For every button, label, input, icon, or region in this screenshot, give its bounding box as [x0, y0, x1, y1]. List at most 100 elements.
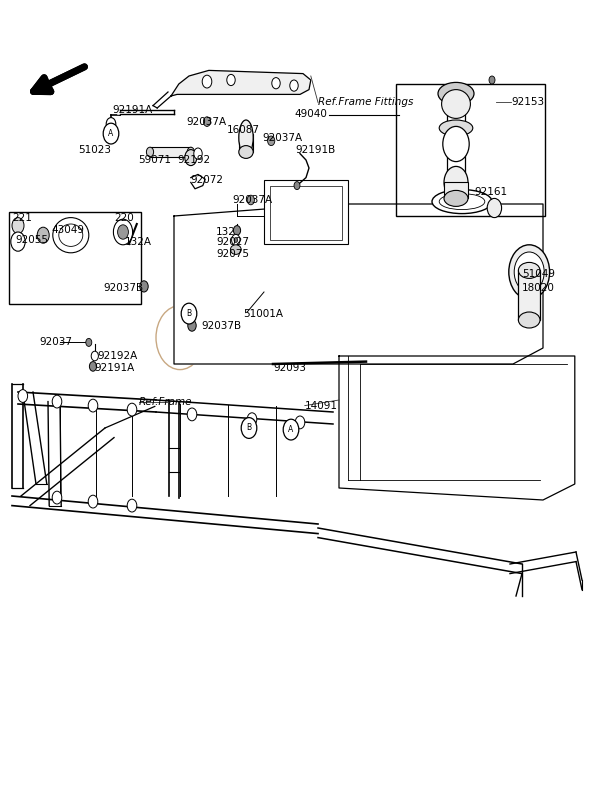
Circle shape [187, 408, 197, 421]
Circle shape [247, 195, 254, 205]
Circle shape [272, 78, 280, 89]
Bar [150, 147, 191, 157]
Text: 92191A: 92191A [113, 106, 153, 115]
Circle shape [194, 148, 202, 159]
Circle shape [203, 117, 211, 126]
Circle shape [185, 150, 197, 166]
Text: 51023: 51023 [78, 146, 111, 155]
Ellipse shape [518, 312, 540, 328]
Circle shape [181, 303, 197, 324]
Bar [9, 212, 141, 304]
Circle shape [227, 74, 235, 86]
Circle shape [290, 80, 298, 91]
Circle shape [113, 219, 133, 245]
Text: 59071: 59071 [138, 155, 171, 165]
Circle shape [37, 227, 49, 243]
Text: 92037A: 92037A [233, 195, 273, 205]
Circle shape [202, 75, 212, 88]
Polygon shape [174, 204, 543, 364]
Ellipse shape [518, 262, 540, 278]
Circle shape [234, 238, 238, 242]
Text: Ref.Frame Fittings: Ref.Frame Fittings [318, 98, 413, 107]
Text: 18020: 18020 [522, 283, 555, 293]
Text: A: A [289, 425, 293, 434]
Circle shape [140, 281, 148, 292]
Circle shape [91, 351, 98, 361]
Circle shape [52, 395, 62, 408]
Text: 92191A: 92191A [95, 363, 135, 373]
Circle shape [489, 76, 495, 84]
Circle shape [241, 418, 257, 438]
Circle shape [487, 198, 502, 218]
Text: 92037: 92037 [39, 338, 72, 347]
Circle shape [514, 252, 544, 292]
Ellipse shape [239, 120, 253, 155]
Text: 221: 221 [12, 214, 32, 223]
Ellipse shape [442, 90, 470, 118]
Text: SPARE PARTS: SPARE PARTS [255, 351, 369, 366]
Text: Ref.Frame: Ref.Frame [139, 397, 193, 406]
Circle shape [127, 403, 137, 416]
Circle shape [11, 232, 25, 251]
Bar [239, 134, 253, 152]
Text: 132: 132 [216, 227, 236, 237]
Text: B: B [247, 423, 251, 433]
Circle shape [268, 136, 275, 146]
Text: 220: 220 [114, 214, 134, 223]
Text: 92191B: 92191B [295, 145, 335, 154]
Ellipse shape [146, 147, 154, 157]
Circle shape [18, 390, 28, 402]
Circle shape [118, 225, 128, 239]
Ellipse shape [432, 190, 492, 214]
Ellipse shape [187, 147, 194, 157]
Text: 92037A: 92037A [263, 133, 303, 142]
Text: 49040: 49040 [294, 109, 327, 118]
Ellipse shape [443, 126, 469, 162]
Text: M: M [267, 297, 333, 362]
Bar [518, 270, 540, 320]
Text: 51001A: 51001A [243, 310, 283, 319]
Text: 92192: 92192 [177, 155, 210, 165]
Text: A: A [109, 129, 113, 138]
Ellipse shape [239, 146, 253, 158]
Circle shape [89, 362, 97, 371]
Ellipse shape [53, 218, 89, 253]
Circle shape [247, 413, 257, 426]
Circle shape [509, 245, 550, 299]
Circle shape [86, 338, 92, 346]
Bar [264, 180, 348, 244]
Text: 92161: 92161 [474, 187, 507, 197]
Text: 92027: 92027 [216, 237, 249, 246]
Text: 92055: 92055 [15, 235, 48, 245]
Text: 92093: 92093 [273, 363, 306, 373]
Ellipse shape [59, 224, 83, 246]
Text: 14091: 14091 [305, 401, 338, 410]
Text: 16087: 16087 [227, 125, 260, 134]
Circle shape [106, 118, 116, 130]
Text: 92192A: 92192A [97, 351, 137, 361]
Circle shape [88, 495, 98, 508]
Text: B: B [187, 309, 191, 318]
Text: 92153: 92153 [511, 98, 544, 107]
Ellipse shape [439, 194, 485, 210]
Circle shape [283, 419, 299, 440]
Polygon shape [339, 356, 575, 500]
Circle shape [103, 123, 119, 144]
Circle shape [232, 234, 240, 246]
Bar [444, 182, 468, 198]
Ellipse shape [439, 120, 473, 136]
Text: 92037B: 92037B [201, 321, 241, 330]
Text: 132A: 132A [125, 237, 152, 246]
Text: 43049: 43049 [51, 226, 84, 235]
Text: 92072: 92072 [191, 175, 224, 185]
Text: 92037A: 92037A [186, 117, 226, 126]
Circle shape [295, 416, 305, 429]
Circle shape [294, 182, 300, 190]
Ellipse shape [444, 166, 468, 198]
Circle shape [12, 218, 24, 234]
Bar [270, 186, 342, 240]
Ellipse shape [230, 245, 241, 254]
Text: 92037B: 92037B [103, 283, 143, 293]
Text: 92075: 92075 [216, 250, 249, 259]
Circle shape [233, 226, 241, 235]
